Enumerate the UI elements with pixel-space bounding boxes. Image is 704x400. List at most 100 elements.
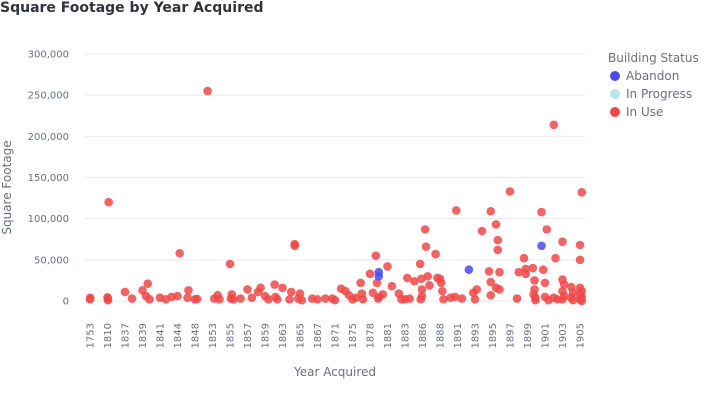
data-point xyxy=(559,280,569,289)
data-point xyxy=(127,294,137,303)
y-tick-label: 0 xyxy=(63,297,69,308)
x-axis-ticks: 1753 1810 1837 1839 1841 1844 1848 1853 1855 1857… xyxy=(86,323,587,348)
data-point xyxy=(183,293,192,303)
data-point xyxy=(439,295,448,304)
data-point xyxy=(420,225,430,234)
data-point xyxy=(425,281,434,290)
x-tick-label: 1883 xyxy=(401,323,412,348)
data-point xyxy=(530,276,539,285)
grid-layer xyxy=(85,53,585,302)
data-point xyxy=(378,290,388,299)
data-point xyxy=(330,295,340,305)
y-tick-label: 150,000 xyxy=(28,173,69,184)
data-point xyxy=(297,295,307,305)
data-point xyxy=(493,235,503,245)
data-point xyxy=(452,206,461,215)
data-point xyxy=(365,269,375,279)
data-point xyxy=(215,295,224,304)
legend-marker xyxy=(610,71,620,81)
data-point xyxy=(470,295,480,304)
data-point xyxy=(104,197,113,207)
x-tick-label: 1897 xyxy=(506,323,517,348)
data-point xyxy=(103,294,113,303)
data-point xyxy=(558,237,567,247)
data-point xyxy=(575,240,585,250)
x-tick-label: 1901 xyxy=(541,323,552,348)
x-tick-label: 1871 xyxy=(331,323,342,348)
data-point xyxy=(175,248,184,258)
legend-marker xyxy=(610,107,620,117)
series-abandon xyxy=(374,241,546,281)
data-point xyxy=(256,283,265,293)
data-point xyxy=(203,86,212,96)
data-point xyxy=(514,267,524,277)
x-tick-label: 1886 xyxy=(418,323,429,348)
data-point xyxy=(486,290,496,300)
data-point xyxy=(416,295,426,304)
y-tick-label: 300,000 xyxy=(28,50,69,61)
data-point xyxy=(358,295,368,304)
x-tick-label: 1810 xyxy=(103,323,114,348)
x-tick-label: 1859 xyxy=(261,323,272,348)
data-point xyxy=(542,225,552,234)
data-point xyxy=(85,293,95,303)
legend-marker xyxy=(610,89,620,99)
data-point xyxy=(521,269,531,279)
x-tick-label: 1753 xyxy=(86,323,97,348)
x-tick-label: 1839 xyxy=(138,323,149,348)
data-point xyxy=(192,294,202,304)
data-point xyxy=(472,285,482,294)
data-point xyxy=(286,287,296,297)
data-point xyxy=(491,283,501,293)
data-point xyxy=(450,292,460,302)
x-tick-label: 1857 xyxy=(243,323,254,348)
data-point xyxy=(405,294,414,303)
data-point xyxy=(486,206,496,216)
data-point xyxy=(558,295,567,304)
data-point xyxy=(486,277,496,287)
y-axis-ticks: 0 50,000 100,000 150,000 200,000 250,000 300,0… xyxy=(28,50,69,308)
x-axis-title: Year Acquired xyxy=(293,365,376,379)
x-tick-label: 1875 xyxy=(348,323,359,348)
data-point xyxy=(528,263,538,273)
data-point xyxy=(464,265,474,275)
data-point xyxy=(356,278,365,288)
data-point xyxy=(491,220,501,229)
data-point xyxy=(568,295,578,305)
data-point xyxy=(549,120,559,130)
data-point xyxy=(229,295,238,304)
series-in-use xyxy=(85,86,587,306)
data-point xyxy=(236,294,245,303)
x-tick-label: 1863 xyxy=(278,323,289,348)
x-tick-label: 1841 xyxy=(156,323,167,348)
data-point xyxy=(431,249,440,259)
data-point xyxy=(374,267,384,277)
data-point xyxy=(247,293,257,303)
data-point xyxy=(410,276,419,286)
data-point xyxy=(519,253,529,263)
data-point xyxy=(173,291,182,301)
y-tick-label: 200,000 xyxy=(28,132,69,143)
y-tick-label: 250,000 xyxy=(28,91,69,102)
x-tick-label: 1867 xyxy=(313,323,324,348)
data-point xyxy=(495,267,504,277)
y-axis-title: Square Footage xyxy=(0,140,14,234)
data-point xyxy=(457,294,467,303)
legend-title: Building Status xyxy=(608,51,699,65)
x-tick-label: 1891 xyxy=(453,323,464,348)
data-point xyxy=(505,187,515,196)
x-tick-label: 1899 xyxy=(523,323,534,348)
data-point xyxy=(531,295,540,305)
data-point xyxy=(575,255,585,265)
data-point xyxy=(290,241,300,251)
data-point xyxy=(577,296,587,306)
data-point xyxy=(538,265,548,275)
data-point xyxy=(278,283,287,293)
legend-label: In Use xyxy=(626,105,663,119)
data-point xyxy=(537,207,546,217)
x-tick-label: 1865 xyxy=(296,323,307,348)
data-point xyxy=(540,278,550,288)
x-tick-label: 1903 xyxy=(558,323,569,348)
x-tick-label: 1893 xyxy=(471,323,482,348)
x-tick-label: 1905 xyxy=(576,323,587,348)
